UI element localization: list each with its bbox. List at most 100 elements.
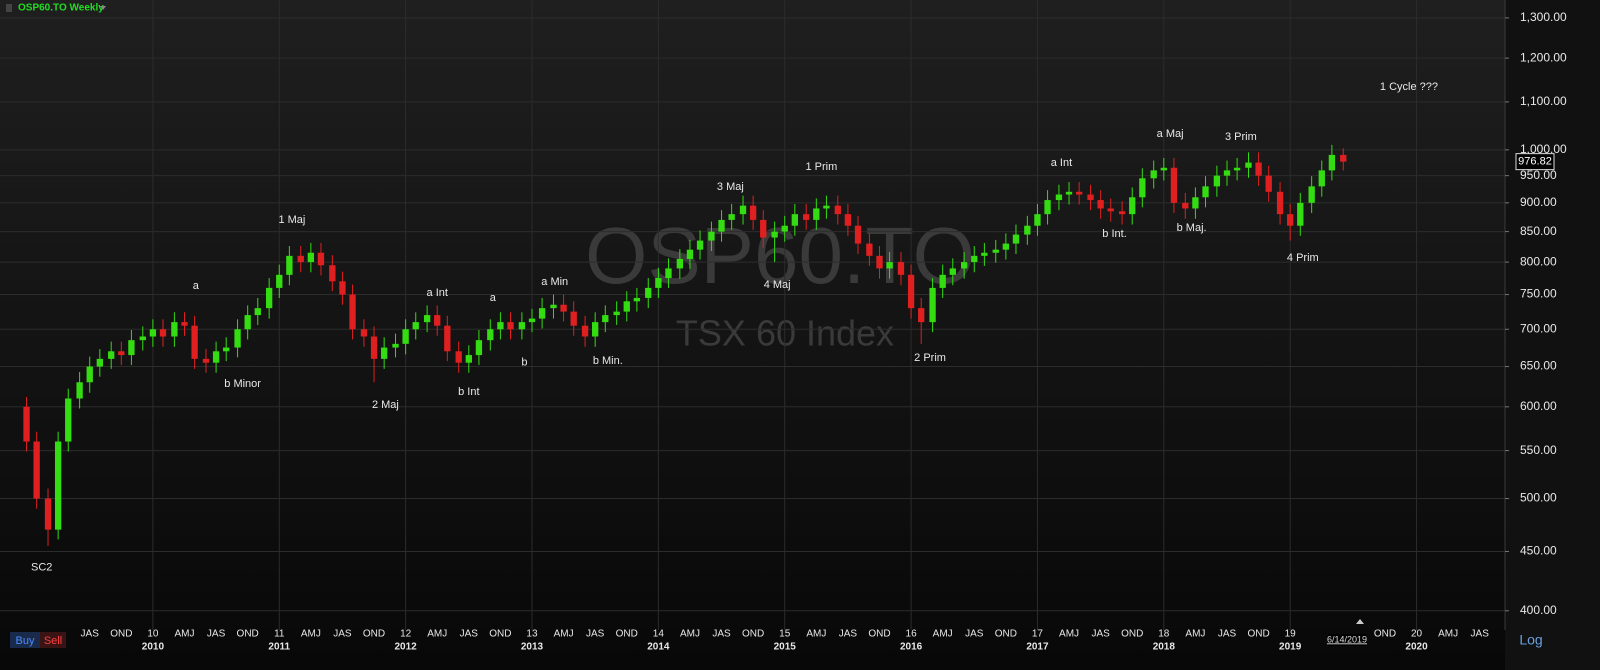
x-year-label: 2019 (1279, 642, 1302, 653)
candle-body (139, 336, 146, 341)
buy-label[interactable]: Buy (16, 635, 35, 647)
y-tick-label: 500.00 (1520, 491, 1557, 505)
x-tick-label: 10 (147, 629, 159, 640)
candle-body (1118, 211, 1126, 215)
y-tick-label: 850.00 (1520, 224, 1557, 238)
candle-body (1202, 186, 1209, 198)
y-tick-label: 1,300.00 (1520, 10, 1567, 24)
x-tick-label: JAS (207, 629, 226, 640)
x-tick-label: AMJ (806, 629, 826, 640)
candle-body (760, 219, 767, 238)
candle-body (1233, 167, 1241, 171)
y-tick-label: 800.00 (1520, 254, 1557, 268)
x-tick-label: AMJ (1059, 629, 1079, 640)
candle-body (392, 343, 399, 348)
annotation: 3 Prim (1225, 131, 1257, 143)
candle-body (265, 287, 273, 309)
candle-body (1160, 167, 1167, 171)
y-tick-label: 550.00 (1520, 443, 1557, 457)
candle-body (54, 441, 62, 530)
x-tick-label: OND (868, 629, 890, 640)
candle-body (907, 274, 915, 309)
candle-body (44, 498, 52, 530)
x-tick-label: OND (1121, 629, 1143, 640)
candle-body (402, 329, 409, 344)
candle-body (1012, 234, 1020, 244)
log-button[interactable]: Log (1519, 632, 1542, 648)
annotation: 4 Prim (1287, 252, 1319, 264)
candle-body (686, 249, 694, 259)
buy-button[interactable] (10, 632, 40, 648)
x-tick-label: AMJ (1185, 629, 1205, 640)
x-tick-label: 20 (1411, 629, 1423, 640)
candle-body (771, 231, 778, 238)
y-tick-label: 950.00 (1520, 168, 1557, 182)
y-tick-label: 700.00 (1520, 321, 1557, 335)
candle-body (655, 278, 662, 288)
annotation: 1 Cycle ??? (1380, 81, 1438, 93)
candle-body (1213, 175, 1221, 187)
candle-body (834, 205, 841, 215)
y-tick-label: 900.00 (1520, 195, 1557, 209)
x-year-label: 2017 (1026, 642, 1049, 653)
scroll-marker[interactable] (1356, 619, 1364, 624)
x-year-label: 2012 (395, 642, 418, 653)
sell-label[interactable]: Sell (44, 635, 62, 647)
candle-body (696, 240, 704, 250)
candle-body (423, 315, 431, 323)
candle-body (781, 225, 788, 232)
candle-body (360, 329, 368, 337)
candle-body (918, 308, 925, 323)
last-price-box (1515, 153, 1555, 171)
plot: 400.00 450.00 500.00 550.00 600.00 650.00 700.… (0, 0, 1567, 653)
x-tick-label: JAS (965, 629, 984, 640)
x-tick-label: JAS (1471, 629, 1490, 640)
x-tick-label: 17 (1032, 629, 1044, 640)
candle-body (1129, 197, 1136, 215)
candle-body (276, 274, 283, 288)
candle-body (1065, 191, 1073, 195)
candle-body (212, 351, 220, 363)
x-tick-label: JAS (460, 629, 479, 640)
candle-body (676, 258, 683, 269)
candle-body (886, 262, 893, 269)
candle-body (1223, 170, 1231, 176)
candle-body (581, 325, 589, 337)
last-date-label: 6/14/2019 (1327, 634, 1367, 644)
x-tick-label: 14 (653, 629, 665, 640)
annotation: 4 Maj (764, 279, 791, 291)
candle-body (1024, 225, 1031, 235)
annotation: 1 Prim (805, 161, 837, 173)
x-year-label: 2010 (142, 642, 165, 653)
annotation: b Maj. (1177, 222, 1207, 234)
candle-body (254, 308, 261, 316)
candle-body (1150, 170, 1157, 179)
candle-body (412, 322, 419, 330)
candle-body (1034, 214, 1041, 226)
sell-button[interactable] (40, 632, 66, 648)
last-date-box (1328, 634, 1366, 646)
candle-body (455, 351, 462, 363)
x-tick-label: AMJ (933, 629, 953, 640)
chart-title[interactable]: OSP60.TO Weekly (18, 3, 104, 14)
y-tick-label: 750.00 (1520, 287, 1557, 301)
candle-body (866, 243, 873, 256)
candle-body (749, 205, 757, 220)
annotation: SC2 (31, 561, 52, 573)
last-price-label: 976.82 (1518, 156, 1552, 168)
x-tick-label: JAS (839, 629, 858, 640)
candle-body (349, 294, 356, 330)
title-dropdown[interactable] (100, 6, 106, 10)
candle-body (171, 322, 178, 337)
candle-body (981, 252, 988, 256)
y-tick-label: 1,000.00 (1520, 142, 1567, 156)
x-tick-label: AMJ (427, 629, 447, 640)
candle-body (507, 322, 514, 330)
candle-body (1055, 194, 1063, 201)
annotation: 2 Maj (372, 399, 399, 411)
x-tick-label: JAS (586, 629, 605, 640)
annotation: b Int (458, 386, 479, 398)
x-tick-label: 19 (1285, 629, 1297, 640)
